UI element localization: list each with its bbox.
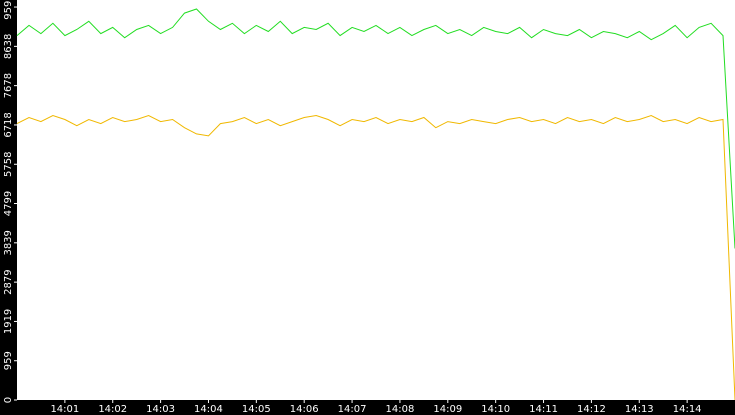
y-tick-label: 9598 [3,0,14,20]
line [16,8,735,249]
x-tick-label: 14:09 [433,404,462,415]
x-tick-label: 14:07 [338,404,367,415]
x-axis-band [0,400,735,415]
x-tick-label: 14:10 [481,404,510,415]
y-tick-label: 5758 [3,152,14,177]
y-tick-label: 959 [3,351,14,370]
x-tick-label: 14:12 [577,404,606,415]
y-tick-label: 6718 [3,112,14,137]
x-tick-label: 14:06 [290,404,319,415]
x-tick-label: 14:03 [146,404,175,415]
y-tick-label: 7678 [3,73,14,98]
y-tick-label: 3839 [3,230,14,255]
x-tick-label: 14:08 [386,404,415,415]
x-tick-label: 14:14 [673,404,702,415]
x-tick-label: 14:04 [194,404,223,415]
x-tick-label: 14:02 [98,404,127,415]
x-tick-label: 14:11 [529,404,558,415]
y-axis-band [0,0,17,415]
y-tick-label: 0 [3,397,14,403]
y-tick-label: 8638 [3,34,14,59]
line [16,114,735,401]
y-tick-label: 2879 [3,269,14,294]
x-tick-label: 14:05 [242,404,271,415]
y-tick-label: 1919 [3,309,14,334]
x-tick-label: 14:01 [50,404,79,415]
y-tick-label: 4799 [3,191,14,216]
x-tick-label: 14:13 [625,404,654,415]
